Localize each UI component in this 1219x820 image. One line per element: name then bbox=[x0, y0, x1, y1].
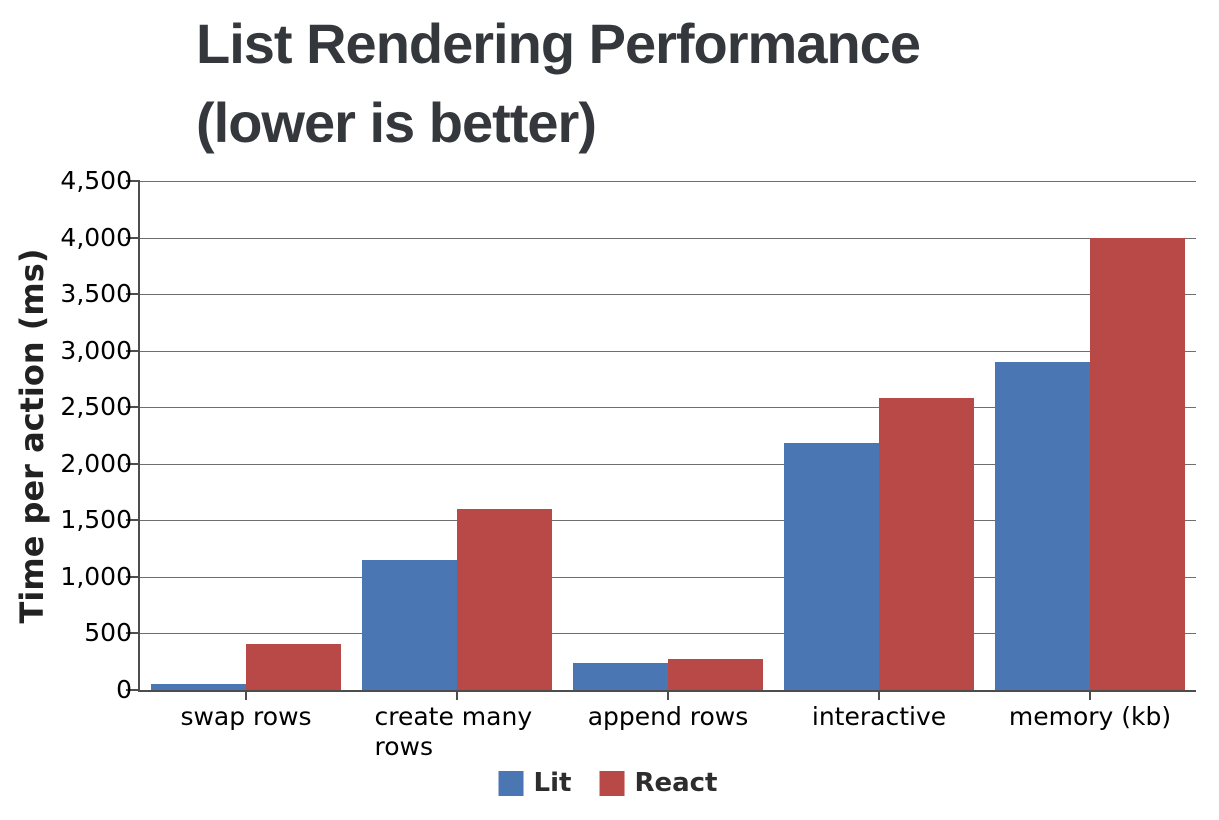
category-label: memory (kb) bbox=[980, 702, 1200, 732]
gridline bbox=[140, 633, 1196, 634]
x-axis-tick bbox=[456, 690, 458, 700]
chart-title-line2: (lower is better) bbox=[196, 91, 597, 154]
chart-title: List Rendering Performance (lower is bet… bbox=[196, 4, 921, 162]
bar-lit-memory-kb- bbox=[995, 362, 1090, 690]
x-axis-line bbox=[138, 690, 1196, 692]
gridline bbox=[140, 181, 1196, 182]
x-axis-tick bbox=[667, 690, 669, 700]
x-axis-tick bbox=[245, 690, 247, 700]
category-label: interactive bbox=[769, 702, 989, 732]
y-tick-label: 2,500 bbox=[60, 392, 132, 421]
gridline bbox=[140, 407, 1196, 408]
bar-react-append-rows bbox=[668, 659, 763, 690]
legend-label: React bbox=[634, 768, 718, 798]
y-tick-label: 1,000 bbox=[60, 562, 132, 591]
y-axis-tick bbox=[126, 237, 140, 239]
bar-react-memory-kb- bbox=[1090, 238, 1185, 690]
chart-legend: Lit React bbox=[498, 768, 717, 798]
y-tick-label: 4,500 bbox=[60, 166, 132, 195]
category-label: swap rows bbox=[136, 702, 356, 732]
y-axis-tick bbox=[126, 519, 140, 521]
gridline bbox=[140, 351, 1196, 352]
category-label-text: swap rows bbox=[180, 702, 312, 731]
legend-label: Lit bbox=[533, 768, 572, 798]
chart-title-line1: List Rendering Performance bbox=[196, 12, 921, 75]
y-tick-label: 0 bbox=[116, 675, 132, 704]
legend-swatch-lit bbox=[498, 770, 524, 796]
gridline bbox=[140, 238, 1196, 239]
bar-lit-create-many-rows bbox=[362, 560, 457, 690]
bar-react-swap-rows bbox=[246, 644, 341, 690]
gridline bbox=[140, 464, 1196, 465]
gridline bbox=[140, 294, 1196, 295]
category-label: create many rows bbox=[347, 702, 567, 762]
y-axis-line bbox=[138, 181, 140, 690]
legend-item-lit: Lit bbox=[498, 768, 572, 798]
category-label-text: memory (kb) bbox=[1008, 702, 1172, 731]
y-tick-label: 500 bbox=[84, 618, 132, 647]
legend-item-react: React bbox=[599, 770, 717, 796]
category-label-text: append rows bbox=[587, 702, 749, 731]
y-axis-tick bbox=[126, 463, 140, 465]
category-label-text: create many rows bbox=[374, 702, 533, 761]
y-tick-label: 3,000 bbox=[60, 336, 132, 365]
y-axis-tick bbox=[126, 576, 140, 578]
x-axis-tick bbox=[878, 690, 880, 700]
bar-lit-interactive bbox=[784, 443, 879, 690]
y-tick-label: 4,000 bbox=[60, 223, 132, 252]
y-tick-label: 1,500 bbox=[60, 505, 132, 534]
y-axis-tick bbox=[126, 406, 140, 408]
category-label: append rows bbox=[558, 702, 778, 732]
y-axis-tick bbox=[126, 350, 140, 352]
bar-lit-swap-rows bbox=[151, 684, 246, 690]
y-axis-tick bbox=[126, 689, 140, 691]
gridline bbox=[140, 577, 1196, 578]
legend-swatch-react bbox=[599, 770, 625, 796]
y-axis-tick bbox=[126, 180, 140, 182]
bar-react-create-many-rows bbox=[457, 509, 552, 690]
y-tick-label: 3,500 bbox=[60, 279, 132, 308]
gridline bbox=[140, 520, 1196, 521]
y-tick-label: 2,000 bbox=[60, 449, 132, 478]
x-axis-tick bbox=[1089, 690, 1091, 700]
category-label-text: interactive bbox=[811, 702, 947, 731]
bar-lit-append-rows bbox=[573, 663, 668, 690]
y-axis-tick bbox=[126, 293, 140, 295]
bar-react-interactive bbox=[879, 398, 974, 690]
y-axis-tick bbox=[126, 632, 140, 634]
